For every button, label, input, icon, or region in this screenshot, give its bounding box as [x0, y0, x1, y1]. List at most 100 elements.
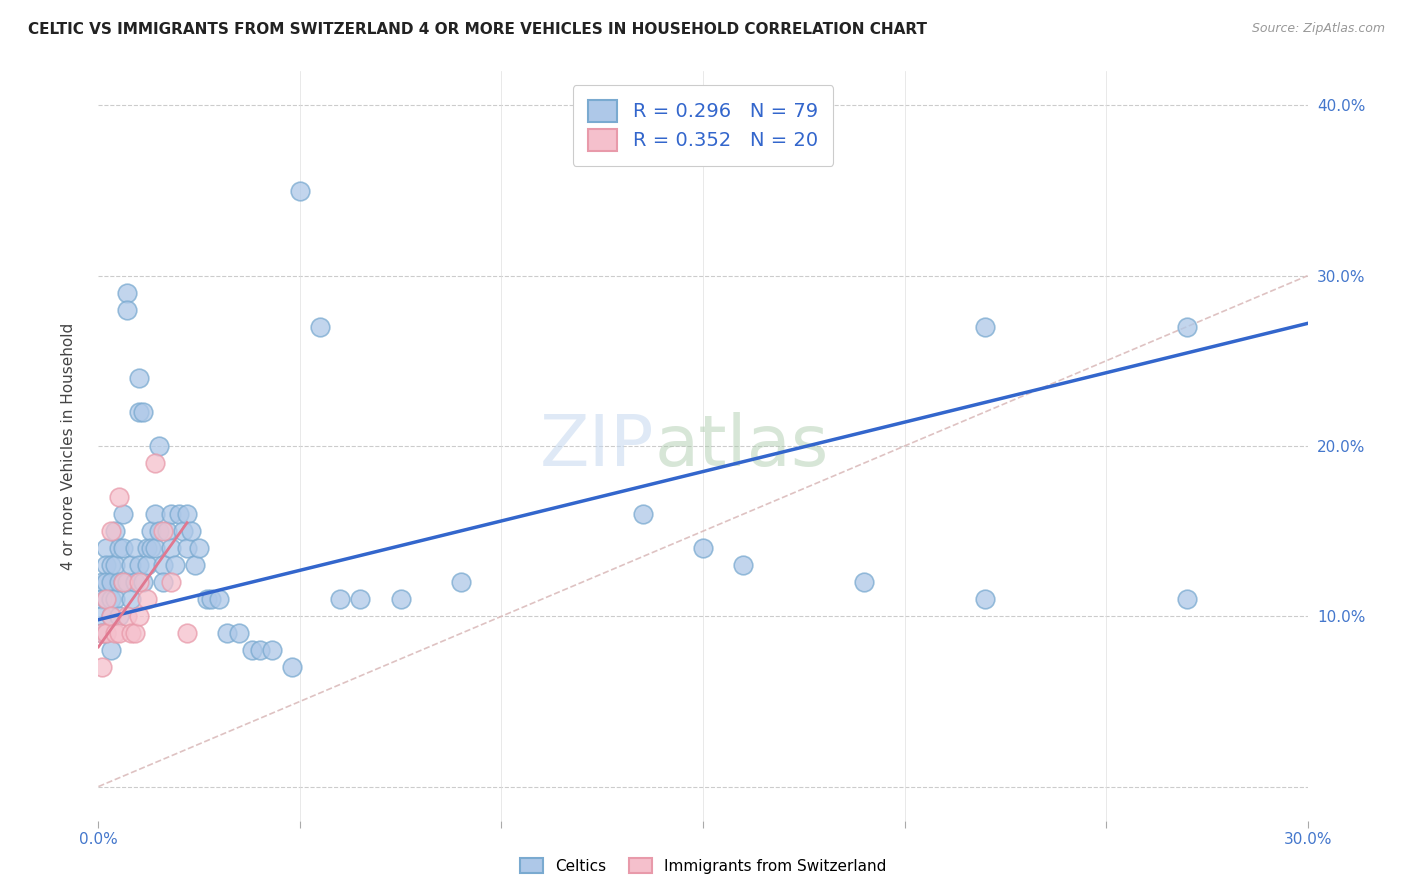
Point — [124, 626, 146, 640]
Point — [450, 575, 472, 590]
Point — [200, 592, 222, 607]
Point — [733, 558, 755, 573]
Point — [100, 609, 122, 624]
Point — [96, 592, 118, 607]
Point — [115, 302, 138, 317]
Point — [853, 575, 876, 590]
Point — [124, 541, 146, 556]
Point — [96, 626, 118, 640]
Point — [208, 592, 231, 607]
Point — [152, 575, 174, 590]
Point — [188, 541, 211, 556]
Point — [100, 592, 122, 607]
Point — [139, 541, 162, 556]
Point — [152, 558, 174, 573]
Point — [176, 507, 198, 521]
Point — [135, 592, 157, 607]
Point — [160, 575, 183, 590]
Point — [132, 405, 155, 419]
Point — [249, 643, 271, 657]
Point — [167, 507, 190, 521]
Point — [163, 558, 186, 573]
Point — [184, 558, 207, 573]
Point — [974, 319, 997, 334]
Point — [91, 609, 114, 624]
Text: atlas: atlas — [655, 411, 830, 481]
Point — [107, 609, 129, 624]
Point — [124, 575, 146, 590]
Point — [120, 558, 142, 573]
Point — [240, 643, 263, 657]
Point — [349, 592, 371, 607]
Point — [152, 524, 174, 538]
Point — [96, 558, 118, 573]
Point — [974, 592, 997, 607]
Point — [631, 507, 654, 521]
Point — [1175, 592, 1198, 607]
Point — [115, 285, 138, 300]
Point — [120, 592, 142, 607]
Point — [128, 575, 150, 590]
Point — [228, 626, 250, 640]
Point — [100, 524, 122, 538]
Point — [111, 575, 134, 590]
Point — [107, 490, 129, 504]
Point — [111, 541, 134, 556]
Point — [115, 575, 138, 590]
Legend: Celtics, Immigrants from Switzerland: Celtics, Immigrants from Switzerland — [513, 852, 893, 880]
Point — [96, 592, 118, 607]
Point — [156, 524, 179, 538]
Point — [120, 626, 142, 640]
Point — [217, 626, 239, 640]
Point — [91, 660, 114, 674]
Point — [281, 660, 304, 674]
Point — [132, 575, 155, 590]
Point — [143, 541, 166, 556]
Y-axis label: 4 or more Vehicles in Household: 4 or more Vehicles in Household — [60, 322, 76, 570]
Point — [103, 524, 125, 538]
Point — [128, 405, 150, 419]
Point — [100, 643, 122, 657]
Point — [107, 626, 129, 640]
Legend: R = 0.296   N = 79, R = 0.352   N = 20: R = 0.296 N = 79, R = 0.352 N = 20 — [572, 85, 834, 166]
Point — [111, 507, 134, 521]
Text: ZIP: ZIP — [540, 411, 655, 481]
Point — [389, 592, 412, 607]
Point — [135, 558, 157, 573]
Point — [96, 575, 118, 590]
Point — [176, 541, 198, 556]
Point — [96, 626, 118, 640]
Point — [128, 371, 150, 385]
Point — [148, 439, 170, 453]
Point — [91, 575, 114, 590]
Point — [107, 541, 129, 556]
Point — [103, 558, 125, 573]
Text: Source: ZipAtlas.com: Source: ZipAtlas.com — [1251, 22, 1385, 36]
Point — [180, 524, 202, 538]
Point — [91, 626, 114, 640]
Point — [135, 541, 157, 556]
Point — [148, 524, 170, 538]
Point — [103, 592, 125, 607]
Point — [115, 609, 138, 624]
Point — [91, 592, 114, 607]
Point — [100, 575, 122, 590]
Text: CELTIC VS IMMIGRANTS FROM SWITZERLAND 4 OR MORE VEHICLES IN HOUSEHOLD CORRELATIO: CELTIC VS IMMIGRANTS FROM SWITZERLAND 4 … — [28, 22, 927, 37]
Point — [143, 456, 166, 470]
Point — [100, 558, 122, 573]
Point — [128, 558, 150, 573]
Point — [260, 643, 283, 657]
Point — [160, 541, 183, 556]
Point — [103, 626, 125, 640]
Point — [288, 184, 311, 198]
Point — [172, 524, 194, 538]
Point — [128, 609, 150, 624]
Point — [160, 507, 183, 521]
Point — [309, 319, 332, 334]
Point — [692, 541, 714, 556]
Point — [139, 524, 162, 538]
Point — [111, 575, 134, 590]
Point — [91, 626, 114, 640]
Point — [100, 609, 122, 624]
Point — [195, 592, 218, 607]
